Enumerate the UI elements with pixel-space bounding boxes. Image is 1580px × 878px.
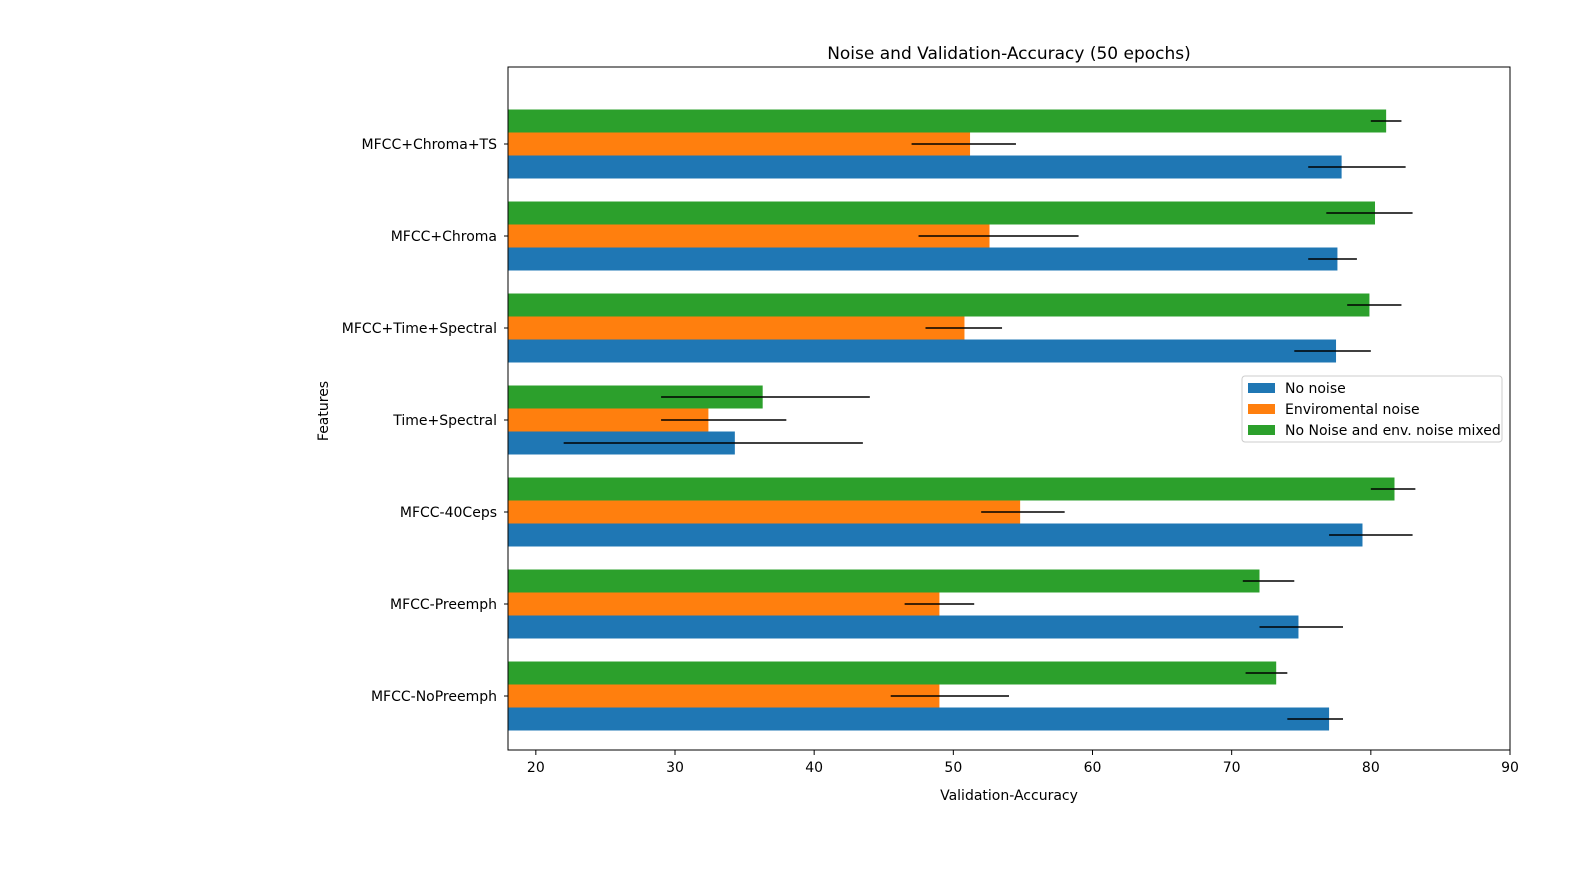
bar <box>508 523 1363 547</box>
x-tick-label: 30 <box>666 760 684 776</box>
bar <box>508 661 1277 685</box>
chart-title: Noise and Validation-Accuracy (50 epochs… <box>827 44 1191 64</box>
bar <box>508 707 1330 731</box>
x-tick-label: 70 <box>1223 760 1241 776</box>
bars-group <box>508 109 1395 731</box>
x-tick-label: 50 <box>944 760 962 776</box>
legend-swatch <box>1248 383 1275 393</box>
y-tick-label: MFCC-Preemph <box>390 597 497 613</box>
y-tick-label: MFCC+Chroma+TS <box>362 137 498 153</box>
bar <box>508 109 1387 133</box>
legend-label: No Noise and env. noise mixed <box>1285 423 1501 439</box>
x-tick-label: 20 <box>527 760 545 776</box>
legend-label: Enviromental noise <box>1285 402 1420 418</box>
bar <box>508 132 971 156</box>
legend-swatch <box>1248 404 1275 414</box>
x-tick-label: 90 <box>1501 760 1519 776</box>
y-axis: MFCC-NoPreemph MFCC-Preemph MFCC-40Ceps Tim… <box>342 137 508 705</box>
x-tick-label: 80 <box>1362 760 1380 776</box>
bar <box>508 385 763 409</box>
plot-frame <box>507 66 1511 751</box>
bar <box>508 155 1342 179</box>
bar <box>508 247 1338 271</box>
bar <box>508 569 1260 593</box>
legend-swatch <box>1248 425 1275 435</box>
bar <box>508 592 940 616</box>
legend-frame <box>1241 375 1503 443</box>
y-axis-label: Features <box>316 381 332 441</box>
bar <box>508 339 1337 363</box>
x-axis: 20 30 40 50 60 70 80 90 <box>527 750 1519 776</box>
x-tick-label: 40 <box>805 760 823 776</box>
y-tick-label: MFCC-40Ceps <box>400 505 497 521</box>
x-tick-label: 60 <box>1084 760 1102 776</box>
bar <box>508 224 990 248</box>
y-tick-label: Time+Spectral <box>392 413 497 429</box>
bar <box>508 500 1021 524</box>
bar <box>508 615 1299 639</box>
y-tick-label: MFCC+Time+Spectral <box>342 321 497 337</box>
legend-label: No noise <box>1285 381 1346 397</box>
bar <box>508 201 1376 225</box>
bar <box>508 293 1370 317</box>
bar <box>508 316 965 340</box>
legend: No noise Enviromental noise No Noise and e… <box>1241 375 1503 443</box>
bar <box>508 477 1395 501</box>
y-tick-label: MFCC+Chroma <box>391 229 497 245</box>
bar <box>508 408 709 432</box>
error-bars-group <box>563 120 1416 720</box>
bar <box>508 684 940 708</box>
x-axis-label: Validation-Accuracy <box>940 788 1078 804</box>
y-tick-label: MFCC-NoPreemph <box>371 689 497 705</box>
